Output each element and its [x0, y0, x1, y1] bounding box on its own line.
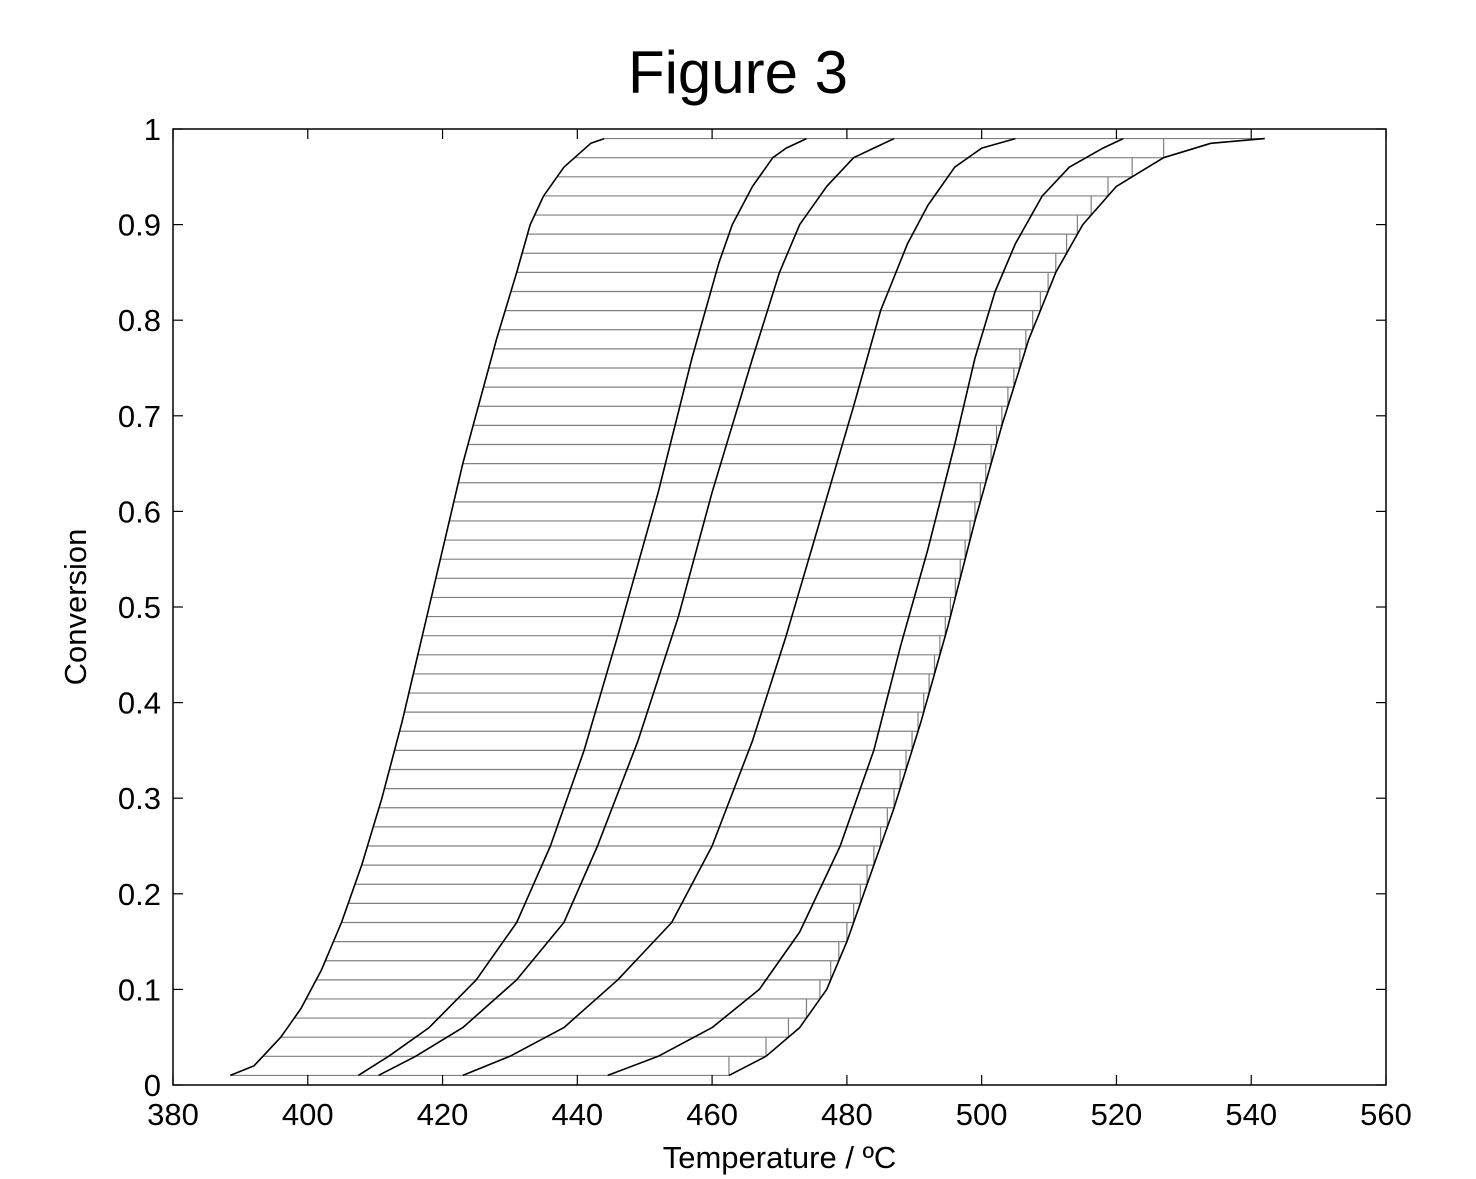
x-tick-label: 540	[1225, 1097, 1277, 1132]
y-axis-label: Conversion	[58, 529, 93, 686]
series-line-4	[462, 137, 1016, 1077]
y-tick-label: 0.8	[118, 303, 161, 338]
y-tick-label: 0.6	[118, 494, 161, 529]
y-tick-label: 0.2	[118, 877, 161, 912]
y-tick-label: 0.9	[118, 208, 161, 243]
x-tick-label: 460	[686, 1097, 738, 1132]
y-tick-label: 1	[144, 112, 161, 147]
x-tick-label: 560	[1360, 1097, 1412, 1132]
y-tick-label: 0	[144, 1068, 161, 1103]
x-tick-label: 440	[551, 1097, 603, 1132]
x-tick-label: 380	[147, 1097, 199, 1132]
x-tick-label: 500	[956, 1097, 1008, 1132]
x-tick-label: 520	[1091, 1097, 1143, 1132]
x-tick-label: 400	[282, 1097, 334, 1132]
series-line-1	[230, 137, 605, 1077]
y-tick-label: 0.3	[118, 781, 161, 816]
series-line-5	[607, 137, 1124, 1077]
y-tick-label: 0.4	[118, 686, 161, 721]
axis-ticks: 380 400 420 440 460 480 500 520 540 560 0 0.1 0.2 0.3…	[118, 112, 1412, 1132]
series-lines	[230, 137, 1265, 1077]
x-axis-label: Temperature / ºC	[663, 1140, 897, 1175]
y-tick-label: 0.1	[118, 972, 161, 1007]
series-line-6	[728, 137, 1265, 1077]
x-tick-label: 480	[821, 1097, 873, 1132]
step-lines	[230, 137, 1265, 1077]
series-line-2	[357, 137, 807, 1077]
y-tick-label: 0.5	[118, 590, 161, 625]
figure-title: Figure 3	[627, 39, 849, 106]
y-tick-label: 0.7	[118, 399, 161, 434]
x-tick-label: 420	[417, 1097, 469, 1132]
series-line-3	[378, 137, 895, 1077]
